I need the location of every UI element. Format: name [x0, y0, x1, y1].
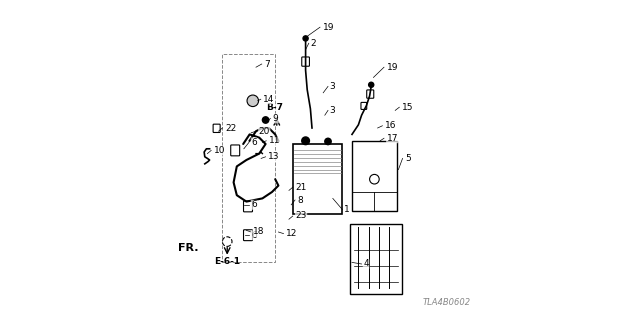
FancyBboxPatch shape [361, 102, 367, 109]
FancyBboxPatch shape [231, 145, 240, 156]
Bar [292, 144, 342, 214]
Text: E-6-1: E-6-1 [214, 257, 240, 266]
Text: 17: 17 [387, 134, 398, 143]
Text: 6: 6 [251, 231, 257, 240]
Text: 16: 16 [385, 121, 396, 130]
Text: 12: 12 [285, 229, 297, 238]
Text: TLA4B0602: TLA4B0602 [422, 298, 470, 307]
Text: 19: 19 [387, 63, 398, 72]
Bar [352, 141, 397, 211]
Text: 14: 14 [264, 95, 275, 104]
Text: 15: 15 [402, 103, 413, 112]
Text: 1: 1 [344, 205, 349, 214]
Text: 3: 3 [330, 82, 335, 91]
Text: 6: 6 [251, 200, 257, 209]
Text: B-7: B-7 [266, 103, 283, 112]
Text: 8: 8 [297, 196, 303, 204]
Text: 10: 10 [214, 146, 225, 155]
Text: 11: 11 [269, 136, 280, 145]
Text: 23: 23 [296, 212, 307, 220]
Text: 9: 9 [273, 114, 278, 123]
FancyBboxPatch shape [244, 201, 253, 212]
Circle shape [325, 138, 332, 145]
Text: 5: 5 [405, 154, 410, 163]
Circle shape [302, 137, 310, 145]
Text: 20: 20 [259, 127, 270, 136]
Circle shape [303, 36, 308, 41]
Text: FR.: FR. [178, 243, 198, 253]
Bar [223, 54, 275, 262]
Text: 21: 21 [296, 183, 307, 192]
FancyBboxPatch shape [302, 57, 310, 66]
FancyBboxPatch shape [213, 124, 220, 132]
Text: 19: 19 [323, 23, 334, 32]
Text: 13: 13 [268, 152, 280, 161]
Circle shape [369, 82, 374, 87]
FancyBboxPatch shape [367, 90, 374, 98]
Text: 18: 18 [253, 228, 265, 236]
Text: 3: 3 [330, 106, 335, 115]
Text: 4: 4 [364, 260, 369, 268]
Circle shape [262, 117, 269, 123]
Text: 7: 7 [264, 60, 269, 68]
Text: 22: 22 [225, 124, 236, 132]
Bar [351, 224, 402, 294]
FancyBboxPatch shape [244, 230, 253, 241]
Text: 2: 2 [310, 39, 316, 48]
Text: 6: 6 [251, 138, 257, 147]
Circle shape [247, 95, 259, 107]
